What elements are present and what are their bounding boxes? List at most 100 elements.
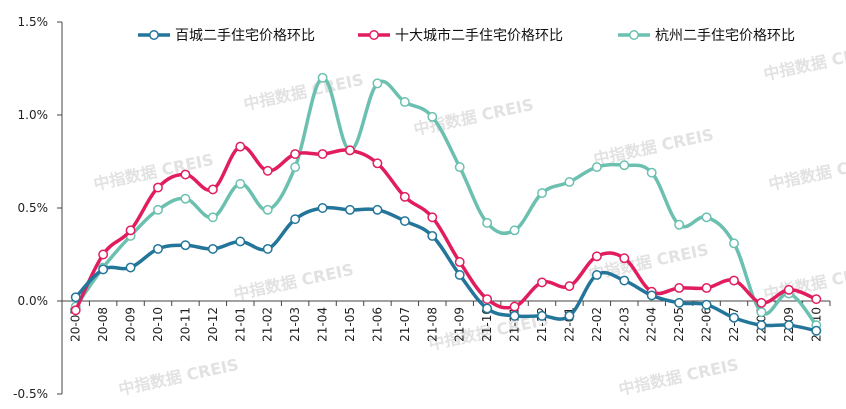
watermark-text: 中指数据 CREIS bbox=[592, 125, 715, 169]
data-point bbox=[783, 284, 794, 295]
data-point bbox=[729, 312, 739, 323]
x-tick-label: 21-07 bbox=[398, 307, 412, 342]
legend-label: 百城二手住宅价格环比 bbox=[175, 28, 315, 44]
data-point bbox=[701, 299, 712, 310]
data-point bbox=[372, 78, 383, 89]
data-point bbox=[290, 162, 301, 173]
x-tick-label: 20-10 bbox=[151, 307, 165, 342]
data-point bbox=[619, 275, 630, 286]
data-point bbox=[729, 275, 739, 286]
legend-label: 十大城市二手住宅价格环比 bbox=[395, 27, 563, 44]
x-tick-label: 21-02 bbox=[261, 307, 275, 342]
legend-label: 杭州二手住宅价格环比 bbox=[655, 28, 795, 44]
data-point bbox=[674, 297, 685, 308]
data-point bbox=[509, 310, 520, 321]
data-point bbox=[207, 184, 218, 195]
watermark-text: 中指数据 CREIS bbox=[117, 355, 240, 399]
data-point bbox=[482, 217, 493, 228]
y-axis: 1.5% 1.0% 0.5% 0.0% -0.5% bbox=[13, 15, 63, 401]
data-point bbox=[317, 203, 328, 213]
x-tick-label: 22-05 bbox=[672, 307, 686, 342]
x-tick-label: 20-09 bbox=[124, 307, 138, 342]
data-point bbox=[427, 111, 438, 122]
data-point bbox=[180, 240, 191, 251]
x-tick-label: 21-08 bbox=[425, 307, 439, 342]
watermark-text: 中指数据 CREIS bbox=[242, 70, 365, 114]
data-point bbox=[564, 281, 575, 292]
data-point bbox=[235, 141, 246, 152]
data-point bbox=[811, 294, 822, 305]
data-point bbox=[70, 292, 81, 303]
data-point bbox=[619, 253, 630, 264]
data-point bbox=[564, 177, 575, 187]
y-tick-label: 1.0% bbox=[18, 108, 49, 122]
x-tick-label: 22-04 bbox=[645, 307, 659, 342]
y-tick-label: -0.5% bbox=[13, 387, 48, 401]
legend-swatch-marker bbox=[149, 30, 159, 40]
data-point bbox=[537, 188, 547, 199]
legend: 百城二手住宅价格环比 十大城市二手住宅价格环比 杭州二手住宅价格环比 bbox=[138, 27, 795, 44]
data-point bbox=[454, 270, 465, 280]
legend-swatch-marker bbox=[629, 30, 639, 40]
data-point bbox=[674, 219, 685, 230]
data-point bbox=[591, 162, 602, 173]
data-point bbox=[262, 165, 273, 176]
data-point bbox=[153, 182, 163, 193]
data-point bbox=[235, 236, 246, 247]
legend-item-1: 十大城市二手住宅价格环比 bbox=[358, 27, 563, 44]
data-point bbox=[125, 225, 136, 236]
x-tick-label: 20-12 bbox=[206, 307, 220, 342]
watermark-layer: 中指数据 CREIS 中指数据 CREIS 中指数据 CREIS 中指数据 CREIS… bbox=[92, 40, 846, 399]
series-line bbox=[73, 205, 819, 333]
data-point bbox=[646, 167, 657, 178]
y-tick-label: 1.5% bbox=[18, 15, 49, 29]
watermark-text: 中指数据 CREIS bbox=[232, 260, 355, 304]
watermark-text: 中指数据 CREIS bbox=[767, 150, 846, 194]
data-point bbox=[509, 225, 520, 236]
data-point bbox=[207, 243, 218, 254]
data-point bbox=[290, 149, 301, 160]
data-point bbox=[674, 283, 685, 293]
x-tick-label: 21-05 bbox=[343, 307, 357, 342]
data-point bbox=[482, 294, 493, 305]
data-point bbox=[235, 178, 246, 189]
x-tick-label: 20-11 bbox=[178, 307, 192, 342]
x-tick-label: 21-04 bbox=[316, 307, 330, 342]
data-point bbox=[317, 72, 328, 83]
data-point bbox=[125, 262, 136, 273]
data-point bbox=[399, 97, 410, 107]
x-tick-label: 22-03 bbox=[617, 307, 631, 342]
data-point bbox=[372, 158, 383, 169]
data-point bbox=[153, 243, 163, 254]
data-point bbox=[262, 243, 273, 254]
series-layer bbox=[70, 72, 822, 336]
data-point bbox=[317, 149, 328, 160]
series-0 bbox=[70, 203, 822, 336]
data-point bbox=[427, 230, 438, 241]
data-point bbox=[454, 162, 465, 173]
x-tick-label: 20-07 bbox=[69, 307, 83, 342]
data-point bbox=[262, 204, 273, 215]
x-tick-label: 20-08 bbox=[96, 307, 110, 342]
data-point bbox=[372, 204, 383, 215]
data-point bbox=[290, 214, 301, 225]
data-point bbox=[564, 310, 575, 321]
data-point bbox=[646, 290, 657, 301]
data-point bbox=[207, 212, 218, 223]
data-point bbox=[537, 310, 547, 321]
data-point bbox=[427, 212, 438, 223]
data-point bbox=[537, 277, 547, 288]
data-point bbox=[180, 193, 191, 204]
x-tick-label: 21-03 bbox=[288, 307, 302, 342]
data-point bbox=[454, 256, 465, 267]
data-point bbox=[591, 270, 602, 280]
data-point bbox=[180, 169, 191, 180]
data-point bbox=[619, 160, 630, 171]
data-point bbox=[729, 238, 739, 249]
data-point bbox=[701, 212, 712, 223]
data-point bbox=[756, 307, 767, 318]
data-point bbox=[98, 264, 109, 275]
series-line bbox=[73, 76, 819, 327]
data-point bbox=[783, 320, 794, 331]
